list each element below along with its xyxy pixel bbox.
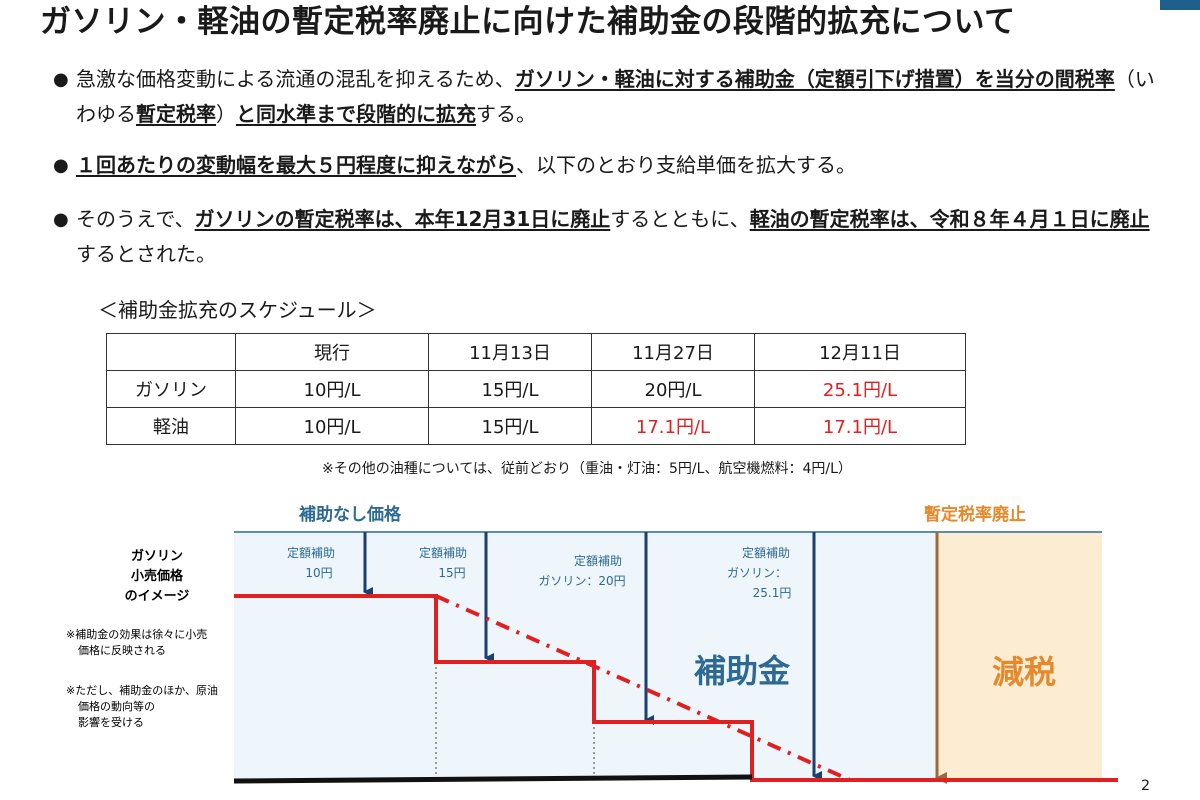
table-row: 軽油 10円/L 15円/L 17.1円/L 17.1円/L: [106, 407, 966, 445]
bullet-1-emphasis: ガソリン・軽油に対する補助金（定額引下げ措置）を当分の間税率: [514, 67, 1115, 91]
bullet-1-text: ）: [216, 102, 236, 126]
table-cell: 17.1円/L: [754, 407, 966, 445]
no-subsidy-label: 補助なし価格: [298, 504, 402, 525]
trend-line: [435, 594, 851, 782]
arrow-3-label: 定額補助: [574, 553, 622, 568]
table-cell: 10円/L: [235, 370, 429, 408]
effect-note-line: 価格に反映される: [78, 643, 166, 657]
subsidy-area: [234, 532, 937, 780]
bullet-1-text: 急激な価格変動による流通の混乱を抑えるため、: [76, 67, 515, 91]
abolition-label: 暫定税率廃止: [924, 504, 1026, 525]
row-label: 軽油: [106, 407, 236, 445]
influence-note-line: 影響を受ける: [78, 715, 144, 729]
table-cell: 10円/L: [235, 407, 429, 445]
row-label: ガソリン: [106, 370, 236, 408]
bullet-dot: ●: [53, 155, 69, 176]
arrow-4-label: 25.1円: [753, 586, 792, 600]
schedule-title: ＜補助金拡充のスケジュール＞: [98, 298, 377, 322]
table-cell: 20円/L: [591, 370, 755, 408]
bullet-dot: ●: [53, 209, 69, 230]
bullet-1-emphasis: 暫定税率: [136, 102, 216, 126]
left-label-line: 小売価格: [131, 568, 184, 584]
bullet-3-text: そのうえで、: [76, 207, 195, 231]
effect-note-line: ※補助金の効果は徐々に小売: [66, 627, 207, 641]
page-title: ガソリン・軽油の暫定税率廃止に向けた補助金の段階的拡充について: [40, 4, 1016, 40]
bullet-3: ● そのうえで、ガソリンの暫定税率は、本年12月31日に廃止するとともに、軽油の…: [53, 202, 1166, 272]
bullet-1-text: （いわゆる: [76, 67, 1155, 126]
table-row: ガソリン 10円/L 15円/L 20円/L 25.1円/L: [106, 370, 966, 408]
table-cell: 15円/L: [428, 370, 592, 408]
table-header-cell: 12月11日: [754, 333, 966, 371]
arrow-4-label: ガソリン：: [727, 566, 787, 580]
retail-price-line: [234, 594, 1118, 782]
bullet-2-text: 、以下のとおり支給単価を拡大する。: [516, 153, 856, 177]
left-label-line: のイメージ: [125, 589, 190, 604]
table-cell: 15円/L: [428, 407, 592, 445]
price-diagram: 補助なし価格 暫定税率廃止 ガソリン 小売価格 のイメージ ※補助金の効果は徐々…: [66, 504, 1118, 784]
page-number: 2: [1141, 778, 1150, 794]
influence-note-line: ※ただし、補助金のほか、原油: [66, 683, 218, 697]
corner-accent: [1160, 0, 1200, 10]
arrow-2-label: 定額補助: [419, 545, 467, 560]
baseline: [233, 774, 753, 784]
table-header-cell: 11月27日: [591, 333, 755, 371]
bullet-1-text: する。: [476, 102, 536, 126]
left-label-line: ガソリン: [131, 549, 183, 564]
schedule-table: 現行 11月13日 11月27日 12月11日 ガソリン 10円/L 15円/L…: [106, 333, 966, 445]
bullet-2-emphasis: １回あたりの変動幅を最大５円程度に抑えながら: [76, 153, 516, 177]
table-cell: 25.1円/L: [754, 370, 966, 408]
arrow-4-label: 定額補助: [742, 545, 790, 560]
table-header-cell: [106, 333, 236, 371]
bullet-3-emphasis: 軽油の暫定税率は、令和８年４月１日に廃止: [749, 207, 1150, 231]
table-header-cell: 11月13日: [428, 333, 592, 371]
bullet-2: ● １回あたりの変動幅を最大５円程度に抑えながら、以下のとおり支給単価を拡大する…: [53, 148, 1166, 183]
bullet-3-emphasis: ガソリンの暫定税率は、本年12月31日に廃止: [194, 207, 611, 231]
arrow-3-label: ガソリン：20円: [538, 574, 625, 588]
arrow-1-label: 10円: [305, 566, 332, 580]
schedule-note: ※その他の油種については、従前どおり（重油・灯油：5円/L、航空機燃料：4円/L…: [322, 461, 852, 477]
bullet-dot: ●: [53, 69, 69, 90]
arrow-2-label: 15円: [438, 566, 465, 580]
influence-note-line: 価格の動向等の: [78, 699, 155, 713]
table-header-cell: 現行: [235, 333, 429, 371]
bullet-1-emphasis: と同水準まで段階的に拡充: [236, 102, 476, 126]
arrow-1-label: 定額補助: [287, 545, 335, 560]
tax-cut-label: 減税: [992, 653, 1056, 691]
bullet-3-text: するとされた。: [76, 242, 216, 266]
tax-cut-area: [937, 532, 1102, 780]
subsidy-area-label: 補助金: [694, 652, 791, 690]
bullet-1: ● 急激な価格変動による流通の混乱を抑えるため、ガソリン・軽油に対する補助金（定…: [53, 62, 1166, 132]
table-cell: 17.1円/L: [591, 407, 755, 445]
table-header-row: 現行 11月13日 11月27日 12月11日: [106, 333, 966, 371]
bullet-3-text: するとともに、: [610, 207, 750, 231]
